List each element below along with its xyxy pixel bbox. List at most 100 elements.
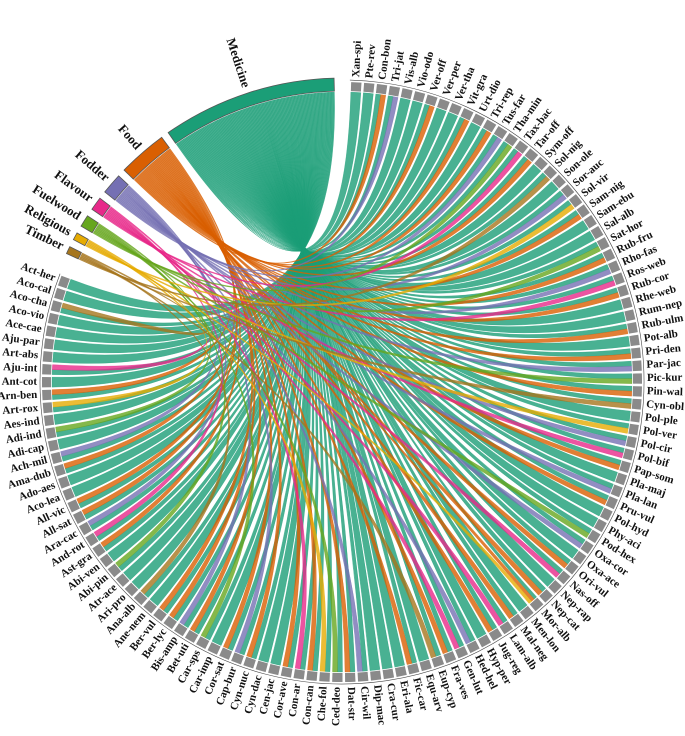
species-arc: [67, 499, 80, 513]
species-label: Dip-mac: [371, 684, 388, 726]
species-arc: [231, 652, 244, 665]
species-arc: [556, 570, 571, 585]
group-arc: [65, 246, 82, 260]
species-arc: [431, 655, 445, 668]
chord: [119, 194, 632, 372]
species-arc: [448, 102, 462, 116]
chord: [181, 100, 423, 253]
species-arc: [539, 589, 553, 603]
species-arc: [45, 427, 57, 439]
species-arc: [174, 623, 188, 637]
species-arc: [133, 591, 148, 606]
species-arc: [443, 651, 457, 664]
species-arc: [124, 582, 139, 597]
group-arc: [104, 175, 129, 201]
species-arc: [548, 580, 562, 594]
species-arc: [412, 91, 426, 103]
chord: [180, 97, 411, 253]
species-label: Cir-wil: [358, 686, 372, 720]
species-arc: [57, 275, 70, 289]
species-arc: [590, 225, 604, 240]
species-arc: [534, 156, 548, 171]
species-arc: [43, 414, 55, 427]
chord: [78, 176, 551, 306]
species-arc: [143, 600, 157, 614]
species-arc: [78, 521, 92, 536]
species-arc: [576, 204, 590, 218]
species-arc: [306, 670, 318, 681]
species-arc: [632, 373, 643, 384]
species-label: Cyn-obl: [646, 398, 685, 413]
species-arc: [47, 439, 59, 452]
species-label: Xan-spi: [350, 40, 364, 77]
species-label: Tri-jat: [389, 50, 406, 83]
species-arc: [243, 656, 256, 669]
species-arc: [58, 475, 70, 489]
species-label: Con-bon: [376, 38, 393, 80]
species-arc: [50, 300, 62, 313]
chord: [80, 255, 437, 659]
species-arc: [477, 634, 492, 648]
species-arc: [107, 563, 122, 578]
species-arc: [504, 133, 518, 147]
chords: [51, 91, 633, 673]
chord: [60, 185, 221, 457]
species-arc: [583, 215, 597, 229]
species-arc: [54, 463, 66, 477]
species-arc: [593, 518, 607, 533]
species-label: Par-jac: [646, 357, 681, 371]
species-arc: [92, 543, 106, 557]
species-arc: [437, 98, 450, 111]
species-label: Arn-ben: [0, 389, 38, 403]
species-arc: [85, 532, 99, 547]
species-label: Cra-cur: [384, 682, 402, 721]
species-arc: [184, 629, 199, 643]
species-arc: [529, 597, 544, 612]
chord: [61, 252, 208, 336]
group-label: Food: [115, 121, 145, 153]
species-arc: [363, 82, 375, 93]
species-arc: [255, 660, 268, 673]
species-arc: [268, 664, 281, 676]
species-arc: [471, 113, 486, 127]
species-arc: [631, 347, 642, 359]
chord: [177, 92, 374, 252]
species-arc: [524, 148, 539, 162]
species-arc: [42, 376, 52, 388]
species-arc: [153, 608, 167, 622]
species-label: Art-rox: [2, 402, 39, 417]
species-label: Art-abs: [2, 346, 40, 361]
chord: [86, 242, 532, 604]
species-arc: [632, 360, 642, 372]
species-arc: [466, 640, 480, 654]
species-arc: [612, 272, 625, 286]
species-label: Pri-den: [645, 342, 681, 357]
species-label: Ced-deo: [330, 686, 343, 726]
species-arc: [514, 140, 529, 154]
chord: [175, 91, 362, 252]
species-arc: [499, 621, 513, 635]
species-label: Pot-alb: [643, 328, 679, 345]
species-label: Pic-kur: [647, 372, 683, 384]
species-arc: [375, 84, 388, 95]
chord: [93, 230, 601, 313]
species-label: Con-ar: [287, 683, 304, 718]
species-arc: [382, 668, 395, 680]
species-arc: [42, 402, 53, 414]
chord: [178, 93, 381, 252]
species-arc: [629, 334, 640, 347]
chord: [103, 151, 523, 287]
species-arc: [50, 451, 63, 465]
species-arc: [632, 386, 642, 397]
chord: [79, 256, 632, 409]
chord: [120, 192, 612, 494]
species-arc: [625, 436, 637, 448]
species-arc: [600, 507, 613, 521]
species-arc: [493, 126, 508, 140]
species-arc: [565, 560, 579, 575]
chord: [52, 239, 208, 408]
species-arc: [610, 484, 623, 498]
species-arc: [62, 487, 75, 501]
species-arc: [587, 529, 601, 544]
species-arc: [543, 165, 558, 180]
